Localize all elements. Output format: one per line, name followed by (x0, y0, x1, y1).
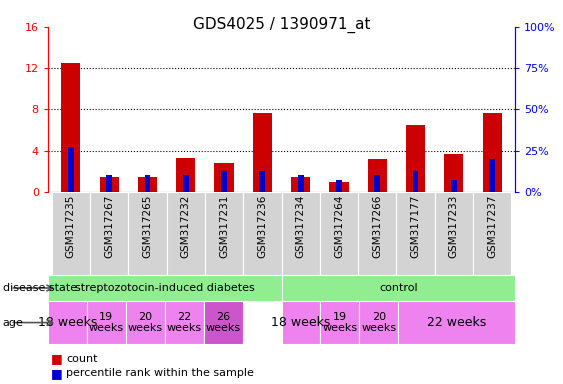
Text: GDS4025 / 1390971_at: GDS4025 / 1390971_at (193, 17, 370, 33)
Bar (128, 192, 167, 275)
Bar (106, 175, 112, 192)
Bar (282, 192, 320, 275)
Text: 22
weeks: 22 weeks (167, 312, 202, 333)
Text: control: control (379, 283, 418, 293)
Bar (204, 301, 243, 344)
Bar (435, 192, 473, 275)
Bar (374, 175, 380, 192)
Text: percentile rank within the sample: percentile rank within the sample (66, 368, 254, 378)
Bar (320, 301, 359, 344)
Text: GSM317264: GSM317264 (334, 194, 344, 258)
Bar (48, 301, 87, 344)
Bar (282, 275, 515, 301)
Text: GSM317232: GSM317232 (181, 194, 191, 258)
Bar (145, 175, 150, 192)
Bar (243, 192, 282, 275)
Text: 18 weeks: 18 weeks (38, 316, 97, 329)
Text: GSM317236: GSM317236 (257, 194, 267, 258)
Text: 22 weeks: 22 weeks (427, 316, 486, 329)
Bar (406, 125, 425, 192)
Bar (87, 301, 126, 344)
Bar (68, 147, 74, 192)
Text: 26
weeks: 26 weeks (205, 312, 240, 333)
Bar (451, 180, 457, 192)
Bar (358, 192, 396, 275)
Text: GSM317265: GSM317265 (142, 194, 153, 258)
Text: ■: ■ (51, 353, 62, 366)
Text: GSM317267: GSM317267 (104, 194, 114, 258)
Bar (368, 159, 387, 192)
Bar (90, 192, 128, 275)
Text: 18 weeks: 18 weeks (271, 316, 330, 329)
Bar (52, 192, 90, 275)
Bar (329, 182, 348, 192)
Text: GSM317231: GSM317231 (219, 194, 229, 258)
Bar (48, 275, 282, 301)
Text: age: age (3, 318, 24, 328)
Bar (413, 170, 418, 192)
Bar (320, 192, 358, 275)
Bar (399, 301, 515, 344)
Bar (205, 192, 243, 275)
Text: ■: ■ (51, 367, 62, 380)
Text: 20
weeks: 20 weeks (128, 312, 163, 333)
Text: 20
weeks: 20 weeks (361, 312, 396, 333)
Bar (489, 159, 495, 192)
Text: GSM317177: GSM317177 (410, 194, 421, 258)
Bar (291, 177, 310, 192)
Text: GSM317233: GSM317233 (449, 194, 459, 258)
Bar (176, 158, 195, 192)
Bar (253, 113, 272, 192)
Bar (221, 170, 227, 192)
Text: disease state: disease state (3, 283, 77, 293)
Text: count: count (66, 354, 98, 364)
Text: GSM317266: GSM317266 (372, 194, 382, 258)
Bar (61, 63, 81, 192)
Text: 19
weeks: 19 weeks (89, 312, 124, 333)
Bar (167, 192, 205, 275)
Bar (444, 154, 463, 192)
Bar (215, 163, 234, 192)
Bar (473, 192, 511, 275)
Bar (298, 175, 303, 192)
Bar (282, 301, 320, 344)
Bar (126, 301, 165, 344)
Text: streptozotocin-induced diabetes: streptozotocin-induced diabetes (75, 283, 254, 293)
Bar (359, 301, 399, 344)
Bar (396, 192, 435, 275)
Bar (138, 177, 157, 192)
Text: GSM317234: GSM317234 (296, 194, 306, 258)
Text: 19
weeks: 19 weeks (323, 312, 358, 333)
Bar (482, 113, 502, 192)
Bar (336, 180, 342, 192)
Bar (165, 301, 204, 344)
Bar (183, 175, 189, 192)
Bar (260, 170, 265, 192)
Bar (100, 177, 119, 192)
Text: GSM317237: GSM317237 (487, 194, 497, 258)
Text: GSM317235: GSM317235 (66, 194, 76, 258)
